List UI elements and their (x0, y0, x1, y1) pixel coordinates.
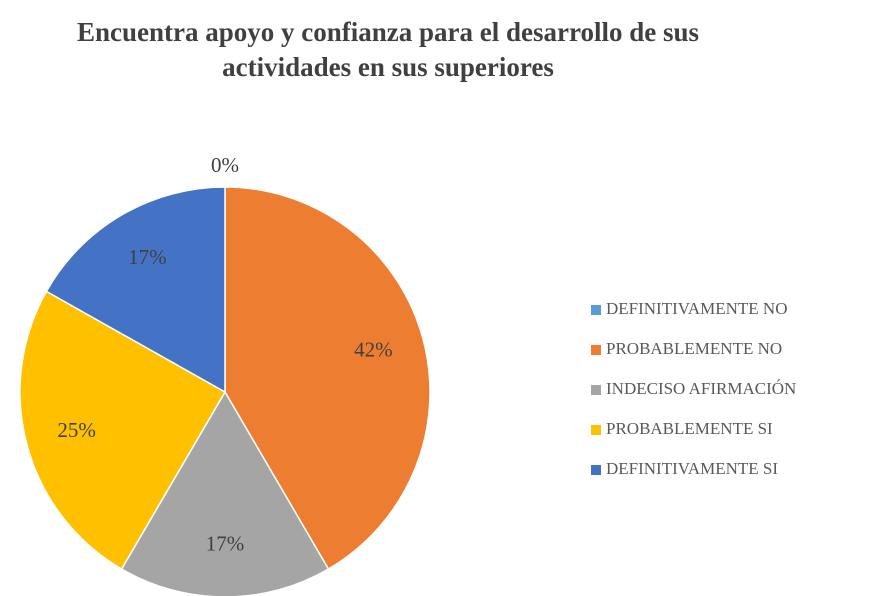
chart-title: actividades en sus superiores (222, 52, 554, 82)
legend-label: PROBABLEMENTE NO (606, 339, 782, 358)
data-label: 0% (211, 153, 239, 177)
data-label: 17% (128, 245, 167, 269)
pie-slice (224, 186, 431, 571)
legend-swatch (591, 345, 601, 355)
legend-label: INDECISO AFIRMACIÓN (606, 379, 796, 398)
legend-swatch (591, 385, 601, 395)
legend-label: DEFINITIVAMENTE SI (606, 459, 778, 478)
pie-slice (45, 186, 226, 394)
data-label: 17% (206, 532, 245, 556)
legend-label: PROBABLEMENTE SI (606, 419, 773, 438)
pie-slice (19, 290, 227, 571)
data-label: 25% (57, 418, 96, 442)
legend-swatch (591, 465, 601, 475)
pie-slice (120, 390, 330, 596)
chart-title: Encuentra apoyo y confianza para el desa… (77, 17, 699, 47)
legend-swatch (591, 425, 601, 435)
data-label: 42% (354, 338, 393, 362)
legend-label: DEFINITIVAMENTE NO (606, 299, 787, 318)
legend-swatch (591, 305, 601, 315)
